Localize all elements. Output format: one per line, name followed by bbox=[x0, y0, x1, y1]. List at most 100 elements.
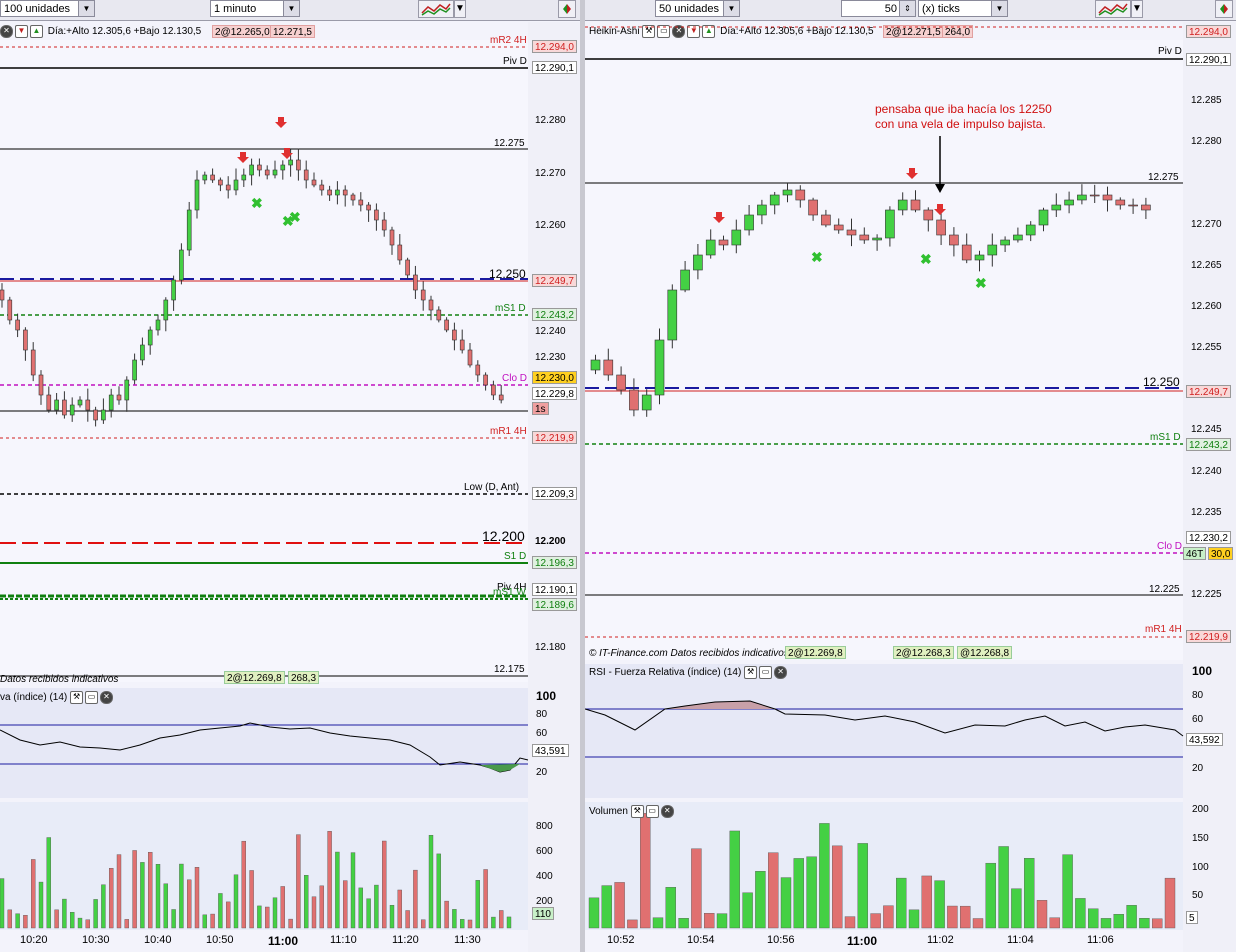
axis-tick-text: 100 bbox=[536, 689, 557, 703]
level-label: Piv D bbox=[1158, 46, 1182, 57]
units-select[interactable]: 50 unidades ▼ bbox=[655, 0, 740, 17]
chart-type-dropdown[interactable]: ▼ bbox=[454, 0, 466, 18]
chart-type-button[interactable] bbox=[418, 0, 454, 18]
level-label: mS1 D bbox=[495, 303, 526, 314]
chart-type-dropdown[interactable]: ▼ bbox=[1131, 0, 1143, 18]
chart-type-button[interactable] bbox=[1095, 0, 1131, 18]
level-label: 12.175 bbox=[494, 664, 525, 675]
wrench-icon[interactable]: ⚒ bbox=[744, 665, 758, 679]
volume-bar bbox=[614, 882, 625, 929]
ticks-stepper[interactable]: 50 ⇕ bbox=[841, 0, 916, 17]
volume-bar bbox=[272, 897, 278, 929]
candle-body bbox=[54, 399, 59, 411]
wrench-icon[interactable]: ⚒ bbox=[70, 690, 84, 704]
candle-body bbox=[757, 204, 767, 216]
candle-body bbox=[821, 214, 831, 226]
panel-toggle-button[interactable] bbox=[558, 0, 576, 18]
tick-box-2-text: 12.271,5 bbox=[273, 27, 312, 38]
axis-tick: 12.235 bbox=[1191, 507, 1222, 518]
candle-body bbox=[885, 209, 895, 239]
volume-bar bbox=[413, 869, 418, 929]
day-range-text: Día:+Alto 12.305,6 +Bajo 12.130,5 bbox=[47, 26, 202, 37]
volume-bar bbox=[678, 918, 689, 929]
volume-axis: 600 bbox=[536, 846, 553, 857]
candle-body bbox=[428, 299, 434, 311]
candle-body bbox=[241, 174, 247, 181]
volume-bar bbox=[1062, 854, 1073, 929]
pane-divider[interactable] bbox=[580, 0, 585, 952]
units-select[interactable]: 100 unidades ▼ bbox=[0, 0, 95, 17]
price-tag-text: 12.219,9 bbox=[535, 433, 574, 444]
stepper-icon[interactable]: ⇕ bbox=[899, 1, 915, 16]
window-icon[interactable]: ▭ bbox=[645, 804, 659, 818]
close-icon[interactable]: ✕ bbox=[672, 24, 686, 38]
footer-tick-text: 268,3 bbox=[291, 673, 317, 684]
volume-value-tag: 110 bbox=[532, 907, 554, 920]
volume-axis: 150 bbox=[1192, 833, 1209, 844]
arrow-up-icon[interactable]: ▲ bbox=[702, 24, 716, 38]
level-label: mR1 4H bbox=[490, 426, 527, 437]
axis-tick-text: 12.270 bbox=[535, 168, 566, 179]
volume-bar bbox=[483, 869, 488, 929]
timeframe-select[interactable]: 1 minuto ▼ bbox=[210, 0, 300, 17]
candle-body bbox=[718, 239, 729, 246]
ticks-unit-value: (x) ticks bbox=[922, 3, 960, 15]
axis-tick: 12.255 bbox=[1191, 342, 1222, 353]
volume-value: 5 bbox=[1189, 913, 1195, 924]
window-icon[interactable]: ▭ bbox=[759, 665, 773, 679]
label-text: 12.275 bbox=[494, 138, 525, 149]
candle-body bbox=[30, 349, 36, 376]
rsi-axis: 80 bbox=[536, 709, 547, 720]
right-price-chart[interactable]: ✖ ✖ ✖ bbox=[585, 0, 1236, 952]
panel-toggle-button[interactable] bbox=[1215, 0, 1233, 18]
axis-tick-text: 150 bbox=[1192, 833, 1209, 844]
ticks-unit-select[interactable]: (x) ticks ▼ bbox=[918, 0, 1008, 17]
time-tick: 11:00 bbox=[268, 934, 299, 948]
close-icon[interactable]: ✕ bbox=[660, 804, 674, 818]
right-chart-header: Heikin-Ashi ⚒ ▭ ✕ ▼ ▲ Día:+Alto 12.305,6 +Ba… bbox=[589, 24, 874, 40]
wrench-icon[interactable]: ⚒ bbox=[630, 804, 644, 818]
candle-body bbox=[452, 329, 457, 341]
label-text: 12.250 bbox=[1143, 375, 1180, 389]
close-icon[interactable]: ✕ bbox=[774, 665, 788, 679]
volume-bar bbox=[767, 852, 779, 929]
left-toolbar: 100 unidades ▼ 1 minuto ▼ ▼ bbox=[0, 0, 580, 21]
arrow-up-icon[interactable]: ▲ bbox=[30, 24, 43, 38]
left-markers: ✖ ✖ ✖ bbox=[237, 117, 301, 229]
day-range-text: Día:+Alto 12.305,6 +Bajo 12.130,5 bbox=[720, 26, 874, 37]
window-icon[interactable]: ▭ bbox=[85, 690, 99, 704]
candle-body bbox=[897, 199, 908, 211]
close-icon[interactable]: ✕ bbox=[100, 690, 114, 704]
candle-body bbox=[23, 329, 28, 351]
candle-body bbox=[693, 254, 703, 271]
volume-bar bbox=[0, 878, 5, 929]
footer-tick-box: 2@12.269,8 bbox=[224, 671, 285, 684]
candle-body bbox=[680, 269, 690, 291]
left-chart-window: 100 unidades ▼ 1 minuto ▼ ▼ ✕ ▼ ▲ Día:+Alto … bbox=[0, 0, 580, 952]
volume-bar bbox=[31, 859, 36, 929]
level-label: mS1 W bbox=[493, 587, 526, 598]
footer-tick-box: 2@12.269,8 bbox=[785, 646, 846, 659]
axis-tick-text: 50 bbox=[1192, 890, 1204, 901]
level-label: 12.200 bbox=[482, 528, 525, 544]
axis-tick-text: 100 bbox=[1192, 862, 1209, 873]
left-price-chart[interactable]: ✖ ✖ ✖ bbox=[0, 0, 580, 952]
axis-tick: 12.240 bbox=[1191, 466, 1222, 477]
candle-body bbox=[1115, 199, 1126, 206]
arrow-down-icon[interactable]: ▼ bbox=[15, 24, 28, 38]
axis-tick-text: 12.235 bbox=[1191, 507, 1222, 518]
rsi-axis: 20 bbox=[536, 767, 547, 778]
wrench-icon[interactable]: ⚒ bbox=[642, 24, 656, 38]
window-icon[interactable]: ▭ bbox=[657, 24, 671, 38]
candle-body bbox=[795, 189, 806, 201]
volume-bar bbox=[210, 913, 215, 929]
volume-bar bbox=[460, 919, 465, 929]
candle-body bbox=[155, 319, 161, 331]
candle-body bbox=[257, 164, 262, 171]
axis-tick-text: 12.285 bbox=[1191, 95, 1222, 106]
volume-bar bbox=[101, 884, 106, 929]
close-icon[interactable]: ✕ bbox=[0, 24, 13, 38]
timeframe-value: 1 minuto bbox=[214, 3, 257, 15]
arrow-down-icon[interactable]: ▼ bbox=[687, 24, 701, 38]
candle-body bbox=[0, 289, 5, 301]
